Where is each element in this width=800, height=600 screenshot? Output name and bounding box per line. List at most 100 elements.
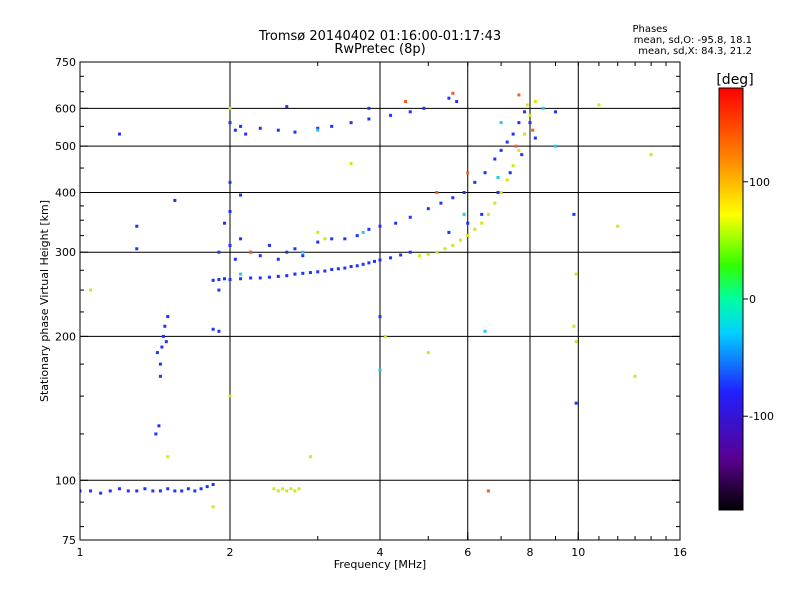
data-point xyxy=(528,113,532,117)
data-point xyxy=(505,178,509,182)
data-point xyxy=(403,100,407,104)
data-point xyxy=(572,324,576,328)
data-point xyxy=(244,132,248,136)
data-point xyxy=(466,221,470,225)
data-point xyxy=(89,489,93,493)
data-point xyxy=(378,258,382,262)
data-point xyxy=(499,148,503,152)
data-point xyxy=(517,121,521,125)
data-point xyxy=(574,272,578,276)
data-point xyxy=(486,489,490,493)
data-point xyxy=(336,267,340,271)
data-point xyxy=(228,243,232,247)
data-point xyxy=(572,212,576,216)
data-point xyxy=(455,100,459,104)
data-point xyxy=(272,487,276,491)
data-point xyxy=(316,230,320,234)
data-point xyxy=(451,91,455,95)
data-point xyxy=(249,250,253,254)
data-point xyxy=(511,164,515,168)
data-point xyxy=(486,212,490,216)
x-tick-label: 16 xyxy=(673,546,687,559)
data-point xyxy=(473,180,477,184)
chart-title: Tromsø 20140402 01:16:00-01:17:43 xyxy=(258,29,501,44)
data-point xyxy=(383,334,387,338)
data-point xyxy=(480,221,484,225)
data-point xyxy=(316,128,320,132)
stats-x: mean, sd,X: 84.3, 21.2 xyxy=(638,46,752,57)
colorbar-tick-label: 0 xyxy=(749,293,756,306)
y-tick-label: 400 xyxy=(55,186,76,199)
axis-ticks: 1 2 4 6 8 10 16 75 100 200 300 400 500 600 750 xyxy=(55,56,687,559)
data-point xyxy=(361,230,365,234)
x-tick-label: 4 xyxy=(377,546,384,559)
data-point xyxy=(173,489,177,493)
data-point xyxy=(531,128,535,132)
data-point xyxy=(514,144,518,148)
data-point xyxy=(135,489,139,493)
data-point xyxy=(330,237,334,241)
data-point xyxy=(493,157,497,161)
data-point xyxy=(458,238,462,242)
data-point xyxy=(166,315,170,319)
colorbar-ticks: 100 0 -100 xyxy=(743,176,774,423)
data-point xyxy=(228,210,232,214)
data-point xyxy=(308,271,312,275)
colorbar-label: [deg] xyxy=(716,72,753,88)
data-point xyxy=(193,489,197,493)
data-point xyxy=(80,489,82,493)
data-point xyxy=(323,269,327,273)
data-point xyxy=(217,329,221,333)
data-point xyxy=(408,250,412,254)
data-point xyxy=(158,489,162,493)
data-point xyxy=(276,128,280,132)
data-point xyxy=(462,212,466,216)
data-point xyxy=(301,250,305,254)
data-point xyxy=(228,180,232,184)
data-point xyxy=(389,256,393,260)
data-point xyxy=(496,190,500,194)
data-point xyxy=(316,240,320,244)
data-point xyxy=(435,250,439,254)
data-point xyxy=(439,201,443,205)
data-point xyxy=(293,247,297,251)
data-point xyxy=(211,505,215,509)
data-point xyxy=(525,103,529,107)
data-point xyxy=(249,276,253,280)
data-point xyxy=(517,148,521,152)
data-point xyxy=(367,117,371,121)
data-point xyxy=(285,489,289,493)
data-point xyxy=(211,482,215,486)
data-point xyxy=(483,171,487,175)
data-point xyxy=(158,374,162,378)
stats-o: mean, sd,O: -95.8, 18.1 xyxy=(634,35,752,46)
data-point xyxy=(211,327,215,331)
data-point xyxy=(373,259,377,263)
data-point xyxy=(217,250,221,254)
data-point xyxy=(316,270,320,274)
stats-heading: Phases xyxy=(632,24,667,35)
data-point xyxy=(511,132,515,136)
data-point xyxy=(523,110,527,114)
y-tick-label: 100 xyxy=(55,474,76,487)
data-point xyxy=(462,190,466,194)
colorbar xyxy=(718,87,744,511)
data-point xyxy=(233,257,237,261)
data-point xyxy=(633,374,637,378)
data-point xyxy=(293,489,297,493)
data-point xyxy=(496,175,500,179)
data-point xyxy=(117,132,121,136)
data-point xyxy=(330,124,334,128)
data-point xyxy=(426,252,430,256)
data-point xyxy=(258,254,262,258)
data-point xyxy=(285,250,289,254)
data-point xyxy=(349,265,353,269)
data-point xyxy=(394,221,398,225)
data-point xyxy=(361,262,365,266)
x-tick-label: 2 xyxy=(227,546,234,559)
data-point xyxy=(276,489,280,493)
data-point xyxy=(355,264,359,268)
data-point xyxy=(276,274,280,278)
data-point xyxy=(267,275,271,279)
data-point xyxy=(367,106,371,110)
